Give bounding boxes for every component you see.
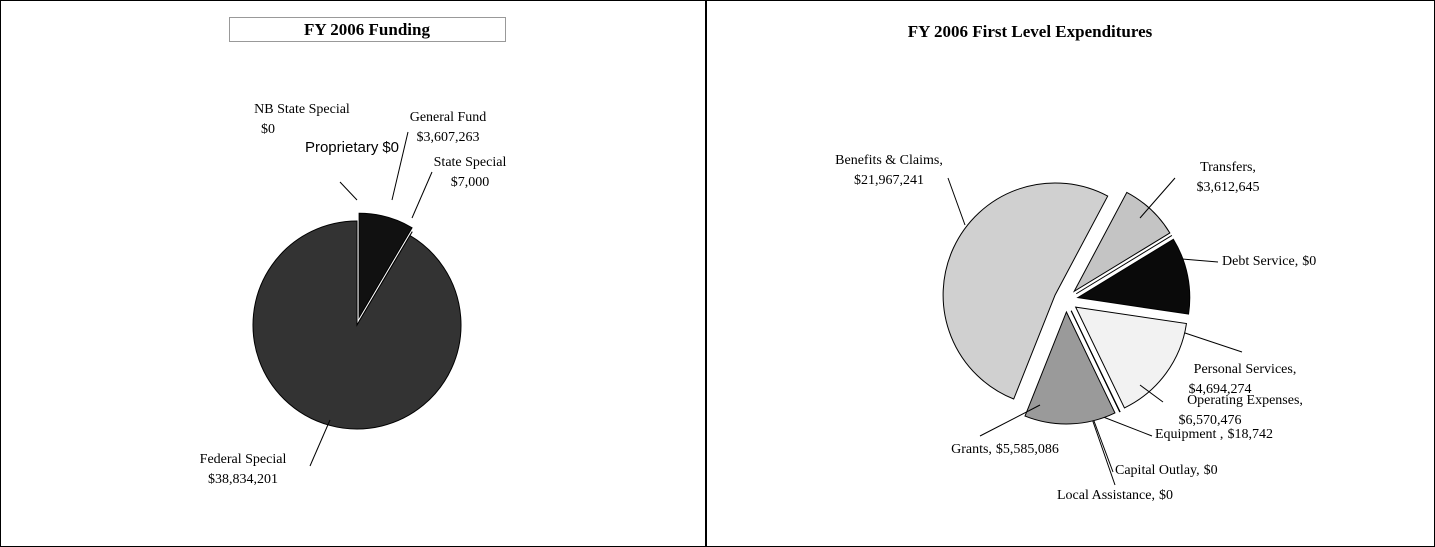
slice-category: Equipment , — [1155, 427, 1223, 442]
slice-label: General Fund $3,607,263 — [410, 110, 487, 145]
slice-category: Operating Expenses, — [1187, 393, 1303, 408]
pie-slice — [1072, 191, 1171, 293]
slice-value: $4,694,274 — [1189, 382, 1252, 397]
slice-category: Grants, — [951, 442, 992, 457]
leader-line — [1139, 177, 1176, 219]
slice-category: Proprietary — [305, 139, 379, 156]
slice-value: $6,570,476 — [1179, 413, 1242, 428]
slice-label: Local Assistance, $0 — [1057, 488, 1173, 503]
slice-value: $3,612,645 — [1197, 180, 1260, 195]
title-box — [229, 17, 506, 42]
slice-category: Transfers, — [1200, 160, 1256, 175]
pie-slice — [358, 212, 413, 320]
slice-label: Operating Expenses, $6,570,476 — [1179, 393, 1303, 428]
slice-value: $7,000 — [451, 175, 490, 190]
slice-label: Proprietary $0 — [305, 139, 399, 156]
slice-category: Capital Outlay, — [1115, 463, 1200, 478]
slice-category: State Special — [434, 155, 507, 170]
slice-label: Benefits & Claims, $21,967,241 — [835, 153, 943, 188]
slice-label: Grants, $5,585,086 — [951, 442, 1059, 457]
pie-slice — [1070, 310, 1121, 412]
slice-label: State Special $7,000 — [434, 155, 507, 190]
chart-title: FY 2006 First Level Expenditures — [908, 22, 1153, 41]
slice-value: $21,967,241 — [854, 173, 924, 188]
slice-label: Capital Outlay, $0 — [1115, 463, 1218, 478]
slice-value: $0 — [261, 122, 275, 137]
slice-value: $5,585,086 — [996, 442, 1059, 457]
slice-category: General Fund — [410, 110, 487, 125]
slice-label: Transfers, $3,612,645 — [1197, 160, 1260, 195]
leader-line — [1089, 412, 1116, 486]
slice-value: $38,834,201 — [208, 472, 278, 487]
slice-label: Debt Service, $0 — [1222, 254, 1316, 269]
slice-label: Personal Services, $4,694,274 — [1189, 362, 1297, 397]
slice-category: Debt Service, — [1222, 254, 1298, 269]
slice-value: $0 — [1159, 488, 1173, 503]
pie-slice — [1074, 306, 1188, 409]
pie-slice — [942, 182, 1109, 400]
leader-line — [1139, 384, 1164, 403]
leader-line — [979, 404, 1041, 437]
slice-category: Benefits & Claims, — [835, 153, 943, 168]
slice-category: NB State Special — [254, 102, 350, 117]
slice-value: $0 — [1204, 463, 1218, 478]
leader-line — [411, 171, 433, 219]
pie-slice — [1024, 310, 1116, 425]
slice-label: NB State Special $0 — [254, 102, 350, 137]
slice-value: $0 — [1302, 254, 1316, 269]
chart-title: FY 2006 Funding — [304, 20, 430, 39]
slice-category: Local Assistance, — [1057, 488, 1155, 503]
slice-value: $0 — [382, 139, 399, 156]
slice-label: Equipment , $18,742 — [1155, 427, 1273, 442]
slice-category: Personal Services, — [1194, 362, 1297, 377]
leader-line — [309, 419, 331, 467]
leader-line — [1090, 412, 1114, 473]
leader-line — [391, 131, 409, 201]
leader-line — [947, 177, 966, 226]
slice-value: $3,607,263 — [417, 130, 480, 145]
pie-slice — [1075, 235, 1173, 295]
pie-slice — [1076, 238, 1191, 315]
slice-category: Federal Special — [200, 452, 287, 467]
slice-label: Federal Special $38,834,201 — [200, 452, 287, 487]
leader-line — [339, 181, 358, 201]
right-panel — [706, 0, 1435, 547]
slice-value: $18,742 — [1227, 427, 1273, 442]
